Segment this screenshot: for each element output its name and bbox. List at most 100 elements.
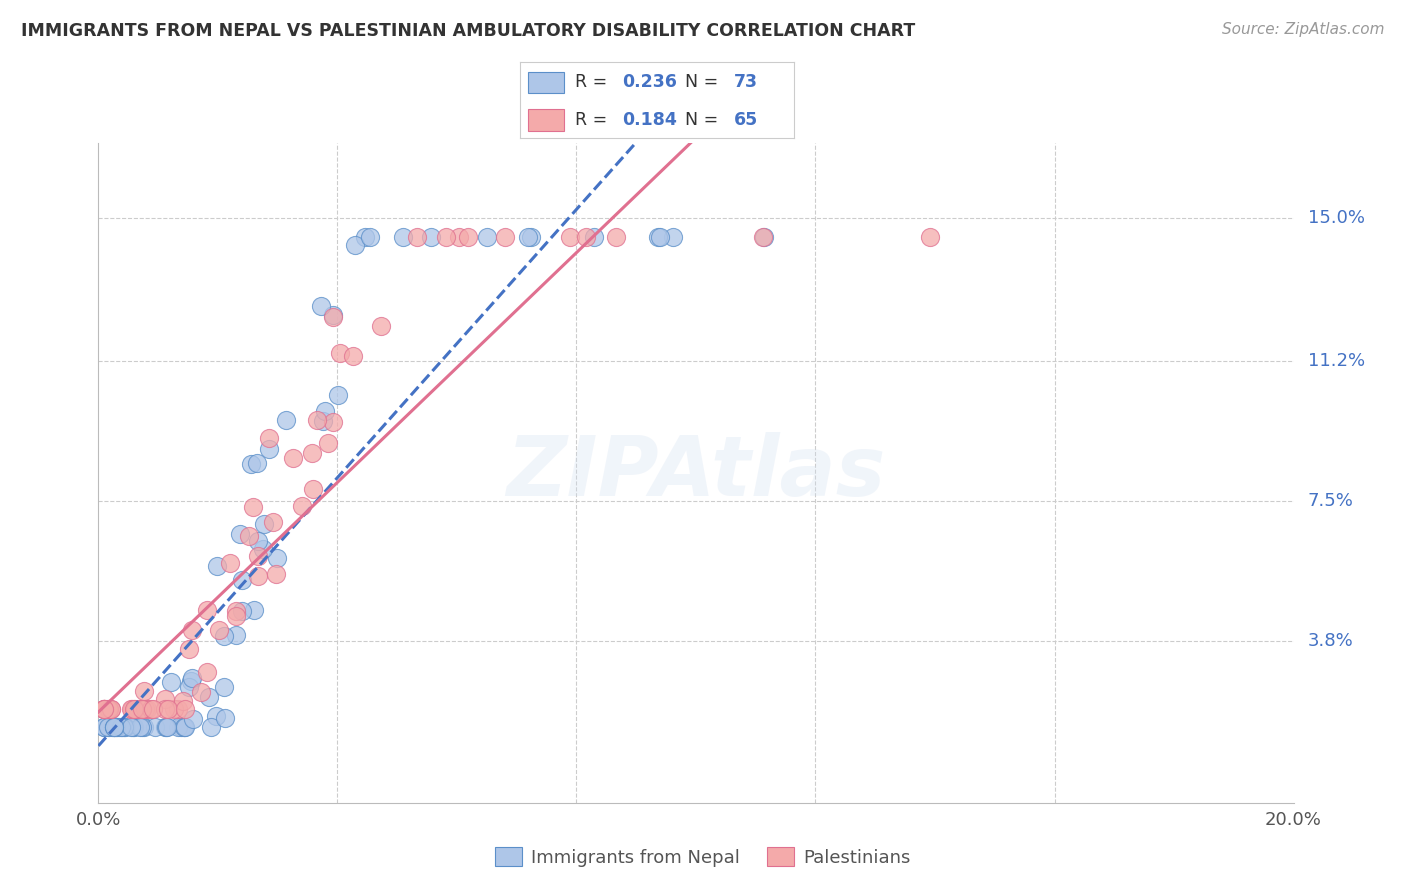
Point [98,720,121,734]
Point [180,674,202,689]
Point [231,574,253,588]
Point [181,623,204,637]
Point [575,230,598,244]
Point [370,318,392,333]
Point [100,701,122,715]
Point [142,701,165,715]
Point [328,388,350,402]
Point [246,569,269,583]
Point [173,720,195,734]
Point [110,720,132,734]
Point [197,690,219,704]
Text: N =: N = [685,73,724,91]
Legend: Immigrants from Nepal, Palestinians: Immigrants from Nepal, Palestinians [488,840,918,874]
Point [97,720,120,734]
Point [172,694,194,708]
Point [112,720,135,734]
Point [195,602,218,616]
Point [153,720,176,734]
Point [181,712,204,726]
Point [242,500,264,514]
Point [662,230,685,244]
Point [322,308,344,322]
Point [200,720,222,734]
Point [93,701,115,715]
Point [305,413,328,427]
Text: IMMIGRANTS FROM NEPAL VS PALESTINIAN AMBULATORY DISABILITY CORRELATION CHART: IMMIGRANTS FROM NEPAL VS PALESTINIAN AMB… [21,22,915,40]
Point [301,445,323,459]
Point [560,230,582,244]
Point [392,230,415,244]
Point [342,349,364,363]
Point [143,720,166,734]
Point [195,665,218,679]
Text: 73: 73 [734,73,758,91]
Point [252,542,274,557]
Text: 15.0%: 15.0% [1308,209,1365,227]
Text: 0.236: 0.236 [621,73,676,91]
Point [920,230,942,244]
Text: ZIPAtlas: ZIPAtlas [506,433,886,513]
Point [225,604,247,618]
Bar [529,71,564,93]
Point [242,603,264,617]
Point [205,709,228,723]
Point [208,623,231,637]
Point [156,701,179,715]
Point [406,230,429,244]
Point [105,720,128,734]
Point [179,680,201,694]
Point [520,230,543,244]
Point [359,230,381,244]
Point [103,720,125,734]
Point [291,499,314,513]
Point [207,559,229,574]
Point [179,641,201,656]
Point [322,415,344,429]
Point [344,237,367,252]
Bar [529,110,564,130]
Point [93,701,115,715]
Point [449,230,471,244]
Point [170,720,193,734]
Point [93,701,115,715]
Point [159,675,181,690]
Point [155,701,177,715]
Point [136,701,159,715]
Point [212,629,235,643]
Point [229,526,252,541]
Point [173,720,195,734]
Point [309,299,332,313]
Point [100,701,122,715]
Text: 7.5%: 7.5% [1308,492,1354,510]
Point [264,566,287,581]
Point [104,720,127,734]
Point [257,431,280,445]
Point [101,720,124,734]
Point [103,720,125,734]
Point [120,720,142,734]
Point [93,720,115,734]
Point [212,680,235,694]
Point [647,230,669,244]
Point [120,701,142,715]
Point [582,230,605,244]
Point [225,609,247,624]
Point [174,701,197,715]
Point [517,230,540,244]
Point [316,435,339,450]
Point [93,701,115,715]
Point [173,720,195,734]
Point [155,720,177,734]
Point [129,720,152,734]
Point [245,456,267,470]
Point [132,683,155,698]
Text: 0.184: 0.184 [621,112,676,129]
Text: Source: ZipAtlas.com: Source: ZipAtlas.com [1222,22,1385,37]
Point [127,701,149,715]
Point [247,549,270,564]
Point [259,442,281,456]
Point [752,230,775,244]
Point [314,404,336,418]
Point [266,550,288,565]
